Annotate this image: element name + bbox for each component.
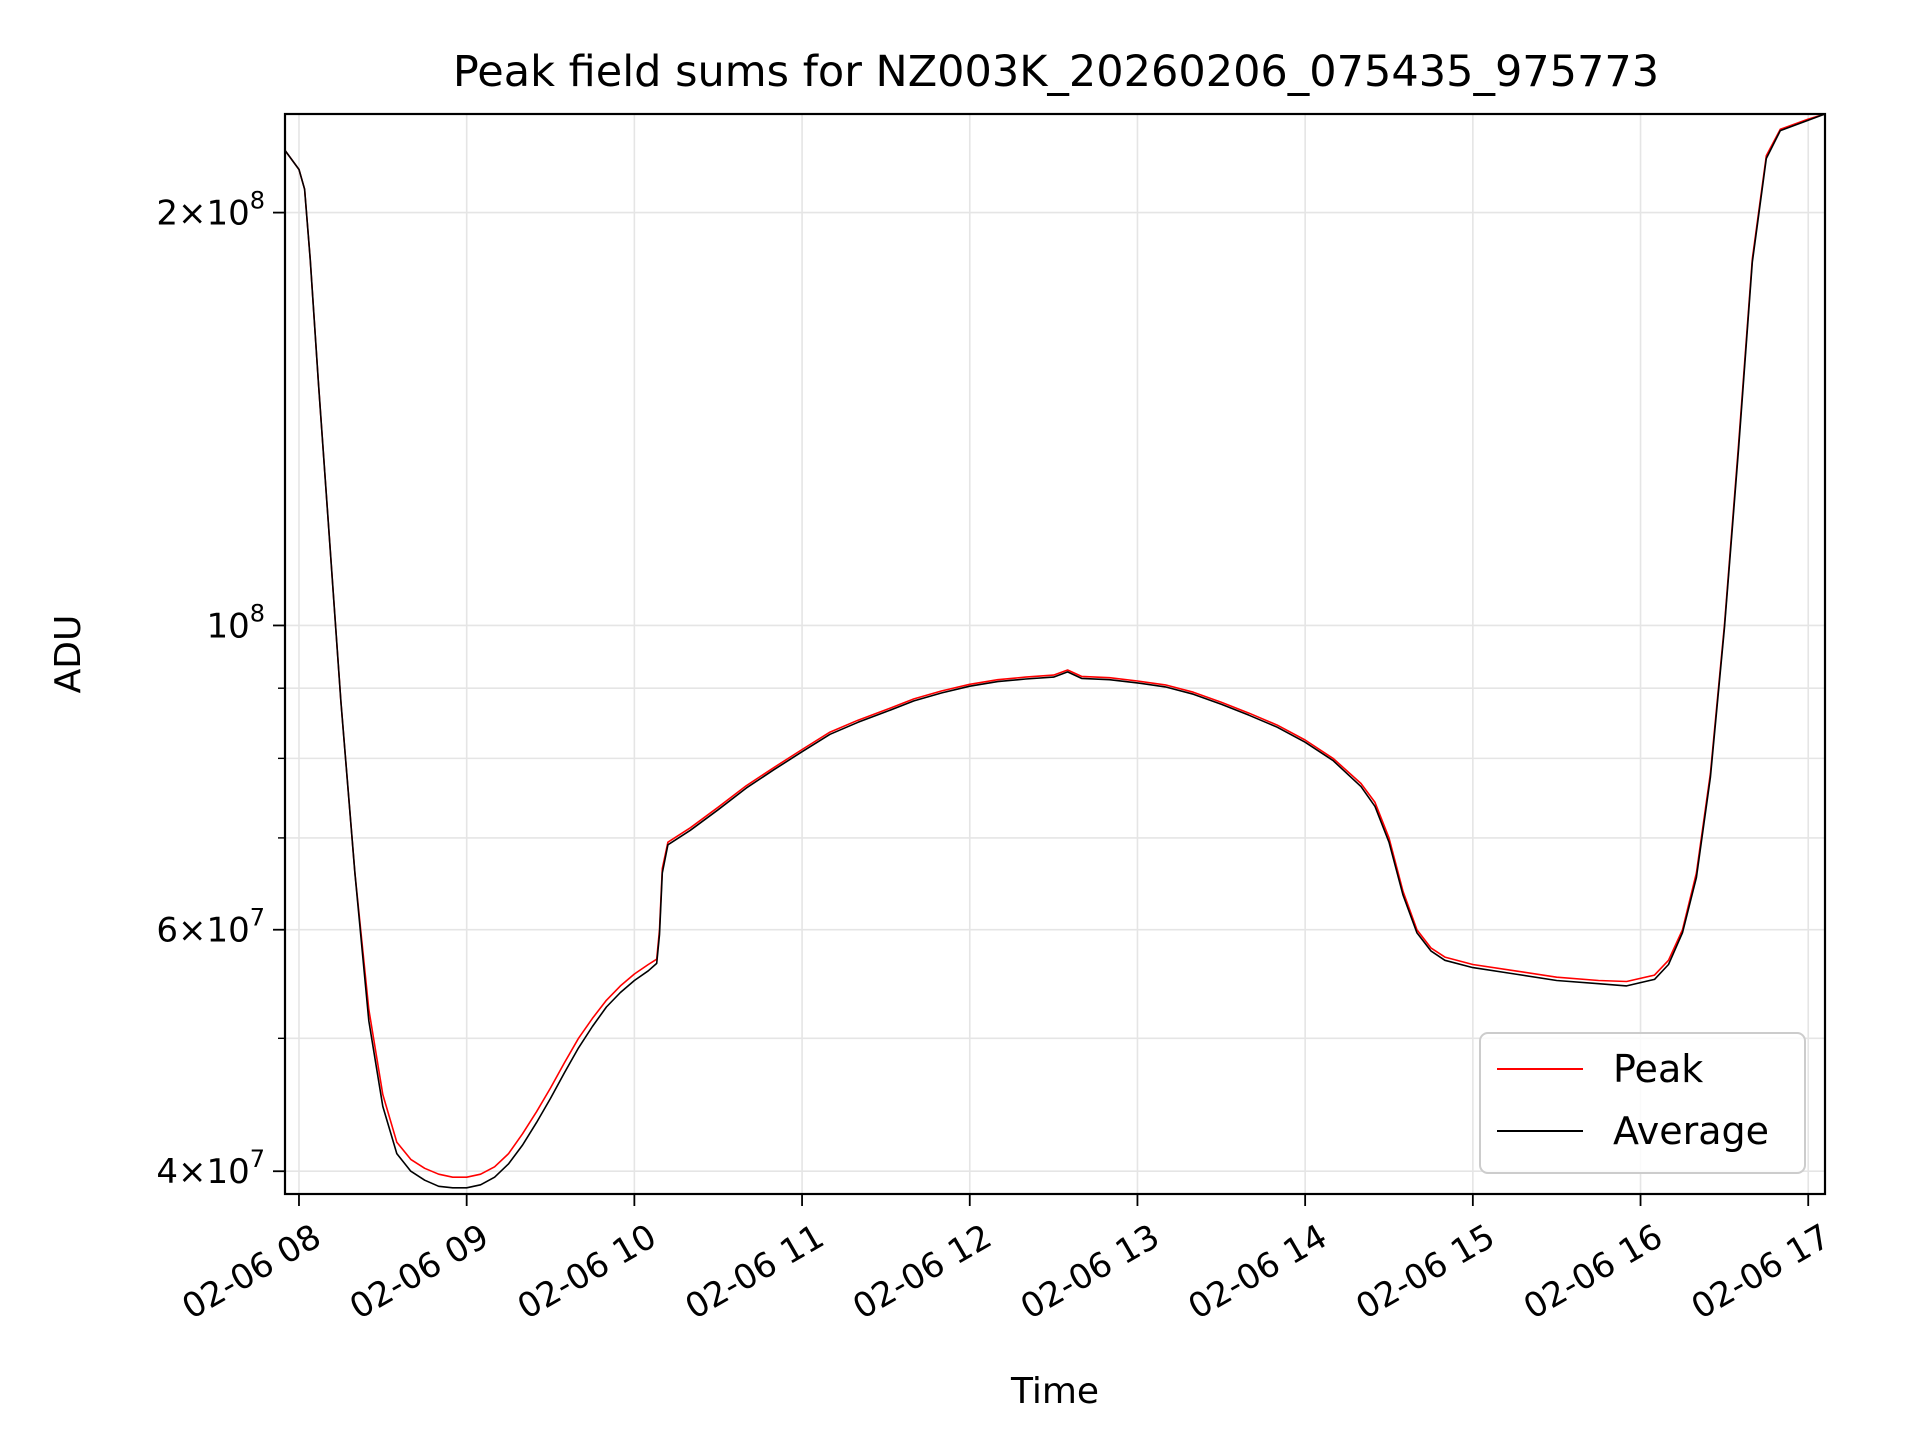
legend-label-peak: Peak (1613, 1047, 1703, 1091)
y-tick-label-base: 6×10 (156, 911, 249, 951)
x-axis-label: Time (1010, 1371, 1099, 1412)
y-tick-label-exponent: 8 (250, 599, 265, 627)
legend-label-average: Average (1613, 1109, 1769, 1153)
y-tick-label-exponent: 7 (250, 1145, 265, 1173)
y-tick-label-exponent: 7 (250, 904, 265, 932)
y-tick-label: 4×107 (156, 1145, 265, 1192)
y-tick-label-base: 10 (206, 606, 249, 646)
legend: Peak Average (1480, 1033, 1805, 1173)
chart-title: Peak field sums for NZ003K_20260206_0754… (453, 47, 1659, 97)
y-tick-label: 2×108 (156, 187, 265, 234)
y-tick-label-exponent: 8 (250, 187, 265, 215)
y-axis-label: ADU (48, 615, 89, 694)
y-tick-label-base: 4×10 (156, 1152, 249, 1192)
y-tick-label-base: 2×10 (156, 194, 249, 234)
y-tick-label: 6×107 (156, 904, 265, 951)
